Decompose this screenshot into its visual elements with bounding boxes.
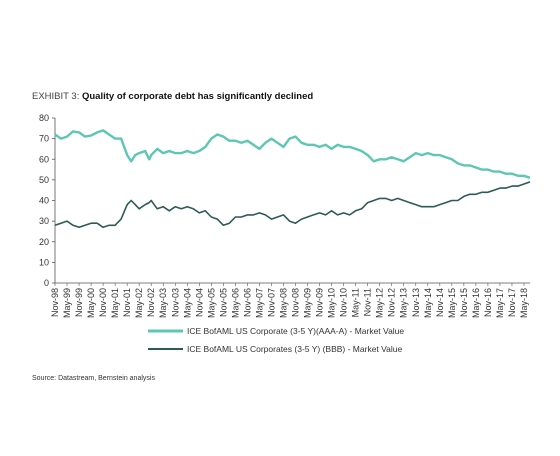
legend-label-bbb: ICE BofAML US Corporates (3-5 Y) (BBB) -… — [187, 344, 403, 354]
x-tick-label: May-06 — [230, 288, 240, 318]
x-tick-label: Nov-11 — [363, 288, 373, 316]
x-tick-label: May-05 — [206, 288, 216, 318]
x-tick-label: May-02 — [134, 288, 144, 318]
y-tick-label: 80 — [39, 113, 49, 123]
x-tick-label: Nov-07 — [266, 288, 276, 317]
x-tick-label: Nov-98 — [50, 288, 60, 317]
y-tick-label: 40 — [39, 196, 49, 206]
x-tick-label: May-17 — [495, 288, 505, 318]
x-tick-label: Nov-08 — [291, 288, 301, 317]
x-tick-label: May-07 — [254, 288, 264, 318]
series-line-aaa-a — [54, 129, 531, 179]
x-tick-label: May-00 — [86, 288, 96, 318]
y-tick-label: 70 — [39, 134, 49, 144]
exhibit-title: EXHIBIT 3: Quality of corporate debt has… — [32, 91, 313, 102]
x-tick-label: Nov-10 — [339, 288, 349, 317]
x-tick-label: Nov-16 — [483, 288, 493, 317]
x-tick-label: Nov-04 — [194, 288, 204, 317]
x-tick-label: Nov-00 — [98, 288, 108, 317]
x-tick-label: Nov-17 — [507, 288, 517, 317]
y-tick-label: 30 — [39, 216, 49, 226]
x-tick-label: May-03 — [158, 288, 168, 318]
x-tick-label: May-15 — [447, 288, 457, 318]
y-tick-label: 20 — [39, 237, 49, 247]
y-tick-label: 60 — [39, 154, 49, 164]
x-tick-label: May-12 — [375, 288, 385, 318]
x-tick-label: Nov-14 — [435, 288, 445, 317]
x-tick-label: Nov-12 — [387, 288, 397, 317]
exhibit-heading: Quality of corporate debt has significan… — [81, 91, 314, 102]
x-tick-label: Nov-05 — [218, 288, 228, 317]
x-tick-label: Nov-99 — [74, 288, 84, 317]
series-line-bbb — [54, 181, 531, 229]
x-tick-label: May-18 — [519, 288, 529, 318]
x-tick-label: May-13 — [399, 288, 409, 318]
source-note: Source: Datastream, Bernstein analysis — [32, 375, 155, 382]
y-tick-label: 10 — [39, 257, 49, 267]
legend-label-aaa-a: ICE BofAML US Corporate (3-5 Y)(AAA-A) -… — [187, 326, 404, 336]
x-tick-label: Nov-02 — [146, 288, 156, 317]
x-tick-label: May-01 — [110, 288, 120, 318]
x-tick-label: Nov-06 — [242, 288, 252, 317]
x-tick-label: Nov-01 — [122, 288, 132, 317]
x-tick-label: May-04 — [182, 288, 192, 318]
x-tick-label: May-10 — [327, 288, 337, 318]
x-tick-label: Nov-09 — [315, 288, 325, 317]
x-tick-label: May-14 — [423, 288, 433, 318]
x-tick-label: Nov-15 — [459, 288, 469, 317]
x-tick-label: Nov-03 — [170, 288, 180, 317]
x-tick-label: May-08 — [278, 288, 288, 318]
x-tick-label: May-09 — [303, 288, 313, 318]
x-tick-label: Nov-13 — [411, 288, 421, 317]
x-tick-label: May-16 — [471, 288, 481, 318]
x-tick-label: May-11 — [351, 288, 361, 317]
y-tick-label: 50 — [39, 175, 49, 185]
x-tick-label: May-99 — [62, 288, 72, 318]
y-tick-label: 0 — [44, 278, 49, 288]
exhibit-label: EXHIBIT 3: — [32, 91, 80, 102]
